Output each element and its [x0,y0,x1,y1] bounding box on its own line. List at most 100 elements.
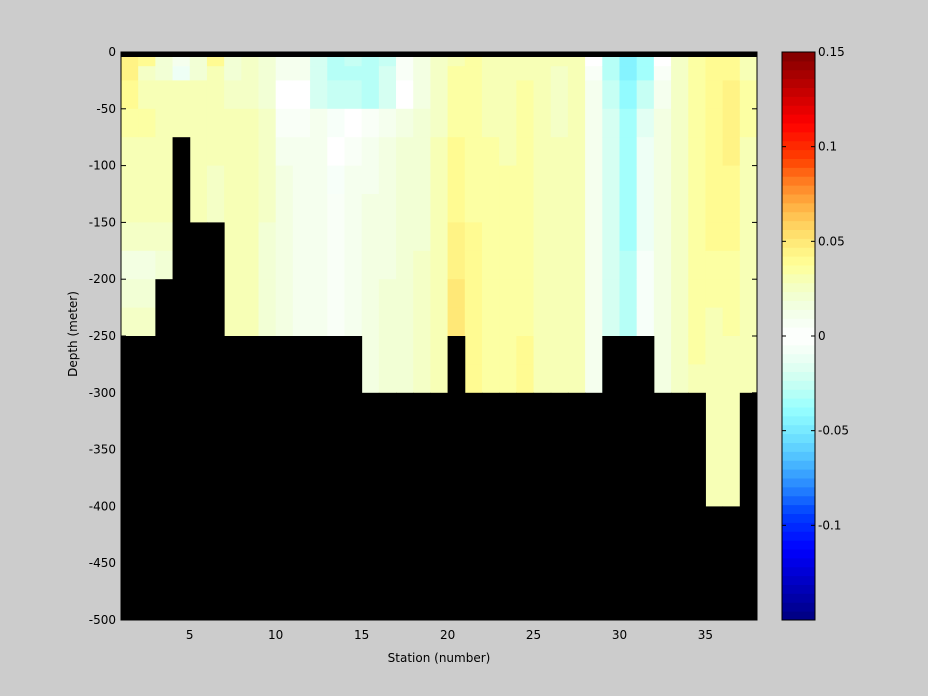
colorbar-swatch [782,557,815,568]
heatmap-cell [138,165,156,195]
heatmap-cell [602,279,620,309]
colorbar-swatch [782,593,815,603]
heatmap-cell [464,364,483,394]
heatmap-cell [378,250,397,280]
heatmap-cell [739,108,758,138]
heatmap-cell [585,364,603,394]
heatmap-cell [671,165,689,195]
seafloor-block [481,392,500,620]
heatmap-cell [653,66,672,81]
heatmap-cell [206,66,225,81]
heatmap-cell [206,165,225,195]
heatmap-cell [464,66,483,81]
heatmap-cell [653,222,672,252]
heatmap-cell [636,222,655,252]
colorbar-swatch [782,176,815,186]
colorbar-swatch [782,566,815,577]
heatmap-cell [121,80,139,110]
colorbar-swatch [782,282,815,293]
heatmap-cell [550,137,569,167]
heatmap-cell [705,336,724,365]
seafloor-block [224,336,242,620]
heatmap-cell [430,336,449,365]
heatmap-cell [344,137,363,167]
colorbar-tick-label: 0.05 [818,234,845,248]
heatmap-cell [636,279,655,309]
heatmap-cell [275,108,294,138]
heatmap-cell [344,307,363,337]
colorbar-swatch [782,185,815,195]
heatmap-cell [688,108,706,138]
colorbar-swatch [782,265,815,275]
heatmap-cell [688,250,706,280]
heatmap-cell [533,279,552,309]
colorbar-swatch [782,380,815,390]
heatmap-cell [292,80,311,110]
heatmap-cell [722,194,741,223]
heatmap-cell [327,194,345,223]
heatmap-cell [241,194,260,223]
seafloor-block [378,392,397,620]
heatmap-cell [567,222,586,252]
heatmap-cell [189,66,208,81]
seafloor-block [172,137,191,620]
heatmap-cell [258,307,277,337]
heatmap-cell [653,307,672,337]
colorbar-swatch [782,87,815,97]
y-tick-label: -400 [89,499,116,513]
seafloor-block [275,336,294,620]
heatmap-cell [636,307,655,337]
colorbar-swatch [782,495,815,506]
heatmap-cell [602,165,620,195]
heatmap-cell [671,194,689,223]
heatmap-cell [619,165,638,195]
heatmap-cell [464,165,483,195]
heatmap-cell [481,364,500,394]
heatmap-cell [344,165,363,195]
heatmap-cell [430,279,449,309]
heatmap-cell [705,108,724,138]
heatmap-cell [361,137,380,167]
colorbar-tick-label: -0.1 [818,518,841,532]
heatmap-cell [585,66,603,81]
heatmap-cell [567,165,586,195]
heatmap-cell [739,250,758,280]
heatmap-cell [619,108,638,138]
colorbar-swatch [782,96,815,106]
heatmap-cell [361,165,380,195]
heatmap-cell [705,421,724,451]
heatmap-cell [447,80,466,110]
y-axis-label: Depth (meter) [66,291,80,377]
heatmap-cell [499,194,517,223]
heatmap-cell [499,165,517,195]
heatmap-cell [310,80,328,110]
heatmap-cell [361,66,380,81]
seafloor-block [310,336,328,620]
heatmap-cell [533,307,552,337]
heatmap-cell [327,307,345,337]
heatmap-cell [481,108,500,138]
heatmap-cell [705,307,724,337]
heatmap-cell [602,137,620,167]
heatmap-cell [722,108,741,138]
heatmap-cell [241,279,260,309]
heatmap-cell [430,108,449,138]
heatmap-cell [361,279,380,309]
colorbar-tick-label: -0.05 [818,424,849,438]
heatmap-cell [636,165,655,195]
heatmap-cell [378,66,397,81]
heatmap-cell [378,194,397,223]
heatmap-cell [585,108,603,138]
colorbar-swatch [782,611,815,621]
heatmap-cell [430,80,449,110]
heatmap-cell [567,194,586,223]
heatmap-cell [602,108,620,138]
heatmap-cell [396,165,414,195]
heatmap-cell [705,250,724,280]
colorbar-swatch [782,460,815,470]
heatmap-cell [671,80,689,110]
heatmap-cell [567,250,586,280]
colorbar-swatch [782,273,815,284]
heatmap-cell [327,66,345,81]
heatmap-cell [722,421,741,451]
